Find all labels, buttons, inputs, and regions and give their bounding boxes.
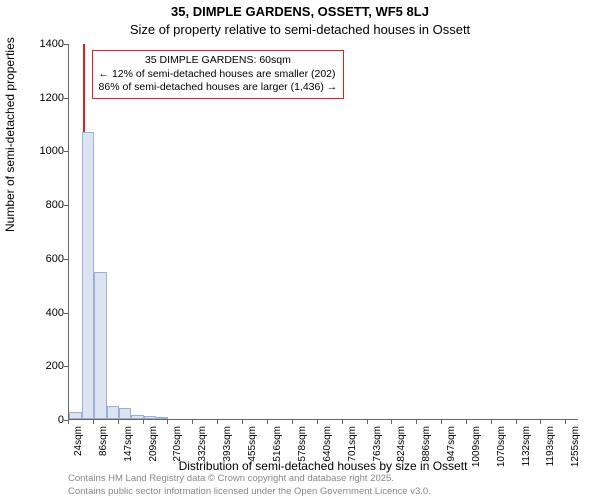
x-tick-label: 455sqm [247, 426, 258, 476]
x-tick-label: 24sqm [73, 426, 84, 476]
x-tick-mark [466, 420, 467, 424]
x-tick-label: 640sqm [322, 426, 333, 476]
x-tick-label: 947sqm [446, 426, 457, 476]
x-tick-label: 1070sqm [496, 426, 507, 476]
x-tick-mark [143, 420, 144, 424]
x-tick-mark [192, 420, 193, 424]
x-tick-label: 1132sqm [521, 426, 532, 476]
y-tick-mark [64, 205, 68, 206]
chart-title-sub: Size of property relative to semi-detach… [0, 22, 600, 37]
x-tick-label: 270sqm [172, 426, 183, 476]
histogram-bar [94, 272, 107, 419]
y-tick-mark [64, 44, 68, 45]
annotation-box: 35 DIMPLE GARDENS: 60sqm ← 12% of semi-d… [92, 50, 345, 99]
x-tick-mark [118, 420, 119, 424]
y-axis-label: Number of semi-detached properties [3, 37, 17, 232]
histogram-bar [131, 415, 144, 419]
x-tick-mark [565, 420, 566, 424]
y-tick-label: 600 [46, 253, 64, 265]
x-tick-label: 147sqm [123, 426, 134, 476]
y-tick-mark [64, 151, 68, 152]
annotation-line3: 86% of semi-detached houses are larger (… [99, 81, 338, 95]
x-tick-mark [516, 420, 517, 424]
x-tick-label: 763sqm [372, 426, 383, 476]
x-tick-label: 209sqm [148, 426, 159, 476]
histogram-bar [144, 416, 157, 419]
x-tick-label: 824sqm [396, 426, 407, 476]
x-tick-mark [367, 420, 368, 424]
y-tick-mark [64, 313, 68, 314]
y-tick-label: 1400 [40, 38, 64, 50]
histogram-bar [156, 417, 168, 419]
x-tick-mark [317, 420, 318, 424]
x-tick-mark [292, 420, 293, 424]
x-tick-mark [416, 420, 417, 424]
x-tick-label: 332sqm [197, 426, 208, 476]
x-tick-mark [167, 420, 168, 424]
x-tick-mark [267, 420, 268, 424]
attribution-line2: Contains public sector information licen… [68, 486, 431, 498]
x-tick-label: 578sqm [297, 426, 308, 476]
y-tick-mark [64, 259, 68, 260]
x-tick-label: 1193sqm [545, 426, 556, 476]
chart-title-main: 35, DIMPLE GARDENS, OSSETT, WF5 8LJ [0, 4, 600, 19]
y-tick-label: 200 [46, 360, 64, 372]
histogram-bar [69, 412, 82, 419]
annotation-line1: 35 DIMPLE GARDENS: 60sqm [99, 54, 338, 68]
y-tick-mark [64, 98, 68, 99]
x-tick-label: 86sqm [98, 426, 109, 476]
x-tick-mark [217, 420, 218, 424]
chart-container: 35, DIMPLE GARDENS, OSSETT, WF5 8LJ Size… [0, 0, 600, 500]
x-tick-label: 886sqm [421, 426, 432, 476]
x-tick-mark [93, 420, 94, 424]
x-tick-mark [68, 420, 69, 424]
y-tick-label: 800 [46, 199, 64, 211]
x-tick-label: 1255sqm [570, 426, 581, 476]
y-tick-mark [64, 366, 68, 367]
plot-area: 35 DIMPLE GARDENS: 60sqm ← 12% of semi-d… [68, 44, 578, 420]
x-tick-label: 516sqm [272, 426, 283, 476]
x-tick-mark [242, 420, 243, 424]
x-tick-label: 701sqm [347, 426, 358, 476]
x-tick-label: 393sqm [222, 426, 233, 476]
annotation-line2: ← 12% of semi-detached houses are smalle… [99, 68, 338, 82]
attribution: Contains HM Land Registry data © Crown c… [68, 473, 431, 498]
y-tick-label: 1200 [40, 92, 64, 104]
y-tick-label: 1000 [40, 145, 64, 157]
x-tick-mark [391, 420, 392, 424]
x-tick-mark [491, 420, 492, 424]
histogram-bar [119, 408, 132, 419]
x-tick-mark [342, 420, 343, 424]
y-tick-label: 400 [46, 307, 64, 319]
x-tick-mark [441, 420, 442, 424]
histogram-bar [82, 132, 95, 419]
x-tick-label: 1009sqm [471, 426, 482, 476]
x-tick-mark [540, 420, 541, 424]
histogram-bar [107, 406, 119, 419]
